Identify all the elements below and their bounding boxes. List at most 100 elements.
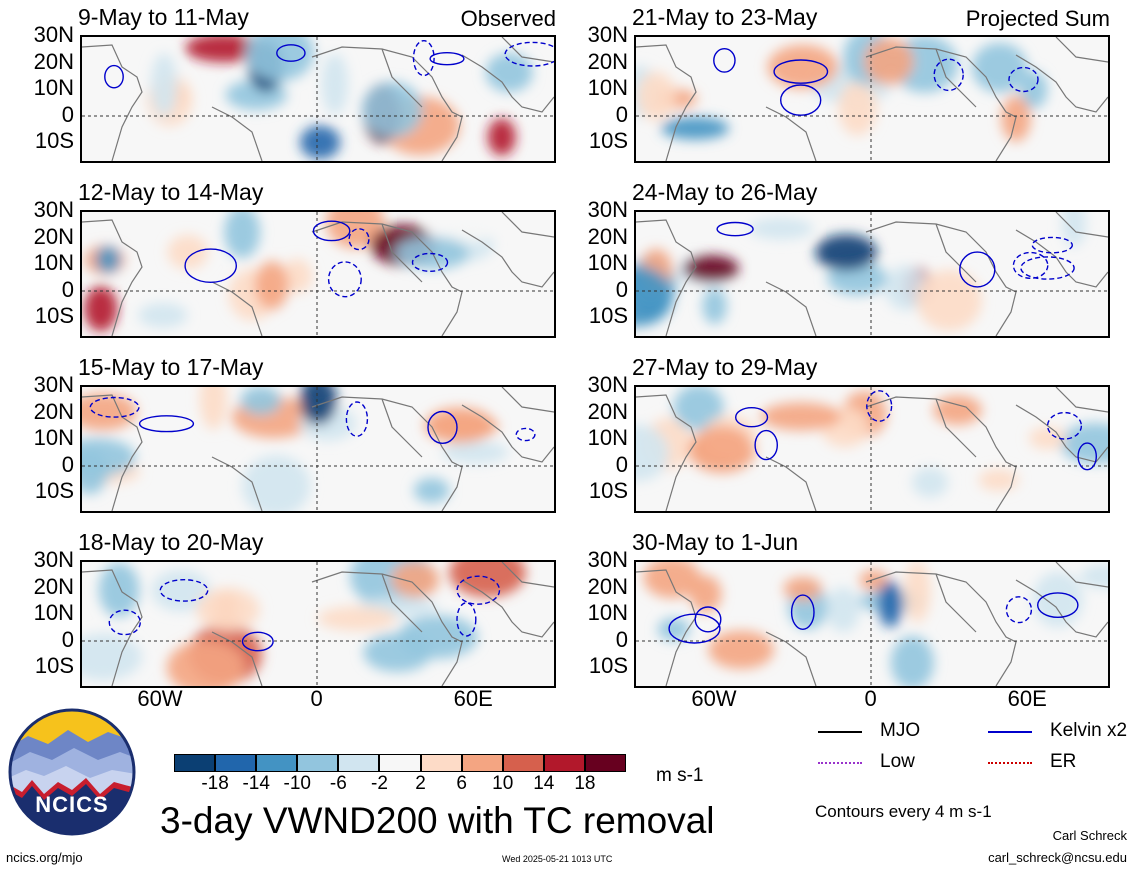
author-email: carl_schreck@ncsu.edu [988, 850, 1127, 865]
latitude-label: 10N [33, 600, 74, 625]
latitude-label: 10N [33, 425, 74, 450]
colorbar-tick-label: -18 [201, 773, 229, 794]
longitude-label: 60W [137, 686, 183, 711]
colorbar-swatch [502, 754, 544, 772]
panel-title: 30-May to 1-Jun [632, 529, 799, 555]
latitude-label: 0 [61, 451, 74, 477]
longitude-label: 0 [310, 686, 323, 711]
map-panel [634, 385, 1110, 513]
ncics-logo: NCICS [8, 708, 136, 836]
latitude-label: 10N [587, 425, 628, 450]
latitude-label: 20N [587, 573, 628, 599]
latitude-label: 20N [33, 398, 74, 424]
latitude-label: 30N [33, 197, 74, 222]
panel-title: 18-May to 20-May [78, 529, 264, 555]
map-panel [80, 210, 556, 338]
map-panel [634, 560, 1110, 688]
colorbar-tick-label: 2 [415, 773, 426, 794]
panel-corner-label: Observed [460, 6, 556, 31]
latitude-label: 0 [615, 626, 628, 652]
map-panel [634, 35, 1110, 163]
latitude-label: 30N [33, 547, 74, 572]
latitude-label: 10N [33, 250, 74, 275]
latitude-label: 10S [34, 478, 74, 503]
colorbar-tick-label: 10 [492, 773, 514, 794]
colorbar-tick-label: -6 [329, 773, 347, 794]
timestamp: Wed 2025-05-21 1013 UTC [502, 854, 613, 864]
panel-title: 21-May to 23-May [632, 4, 818, 30]
colorbar-tick-label: -14 [242, 773, 270, 794]
map-panel [80, 560, 556, 688]
latitude-label: 20N [33, 573, 74, 599]
latitude-label: 20N [33, 223, 74, 249]
latitude-label: 10N [587, 600, 628, 625]
panel-corner-label: Projected Sum [965, 6, 1110, 31]
longitude-label: 60W [691, 686, 737, 711]
panel-title: 27-May to 29-May [632, 354, 818, 380]
latitude-label: 0 [61, 276, 74, 302]
latitude-label: 20N [33, 48, 74, 74]
colorbar-swatch [420, 754, 462, 772]
latitude-label: 30N [587, 22, 628, 47]
colorbar-swatch [215, 754, 257, 772]
latitude-label: 0 [615, 276, 628, 302]
legend-label: Kelvin x2 [1050, 720, 1128, 741]
colorbar-swatch [338, 754, 380, 772]
latitude-label: 30N [33, 22, 74, 47]
colorbar-tick-label: 14 [533, 773, 555, 794]
logo-text: NCICS [35, 792, 109, 817]
colorbar-swatch [174, 754, 216, 772]
panel-title: 12-May to 14-May [78, 179, 264, 205]
map-panel [80, 35, 556, 163]
latitude-label: 20N [587, 398, 628, 424]
latitude-label: 10S [588, 128, 628, 153]
colorbar-tick-label: -2 [371, 773, 388, 794]
latitude-label: 20N [587, 48, 628, 74]
longitude-label: 60E [453, 686, 493, 711]
colorbar-tick-label: 6 [456, 773, 467, 794]
map-panel [634, 210, 1110, 338]
latitude-label: 10S [588, 303, 628, 328]
legend-line [818, 731, 862, 733]
legend-label: MJO [880, 720, 921, 741]
colorbar-swatch [543, 754, 585, 772]
longitude-label: 0 [864, 686, 877, 711]
main-title: 3-day VWND200 with TC removal [160, 800, 715, 841]
colorbar-swatch [256, 754, 298, 772]
latitude-label: 10N [33, 75, 74, 100]
colorbar-swatch [461, 754, 503, 772]
latitude-label: 10S [34, 303, 74, 328]
latitude-label: 30N [587, 197, 628, 222]
panel-title: 15-May to 17-May [78, 354, 264, 380]
author-name: Carl Schreck [1052, 828, 1127, 843]
colorbar-swatch [584, 754, 626, 772]
colorbar-units: m s-1 [656, 765, 704, 786]
latitude-label: 10S [34, 653, 74, 678]
latitude-label: 0 [61, 101, 74, 127]
legend-label: Low [880, 751, 915, 772]
latitude-label: 30N [587, 547, 628, 572]
latitude-label: 30N [587, 372, 628, 397]
colorbar [174, 754, 626, 772]
panel-title: 24-May to 26-May [632, 179, 818, 205]
longitude-label: 60E [1007, 686, 1047, 711]
latitude-label: 10S [588, 653, 628, 678]
latitude-label: 0 [615, 451, 628, 477]
legend-line [818, 762, 862, 764]
latitude-label: 0 [615, 101, 628, 127]
map-panel [80, 385, 556, 513]
url-text: ncics.org/mjo [6, 850, 83, 865]
latitude-label: 10N [587, 75, 628, 100]
legend-line [988, 762, 1032, 764]
latitude-label: 30N [33, 372, 74, 397]
legend-line [988, 731, 1032, 733]
latitude-label: 20N [587, 223, 628, 249]
colorbar-tick-label: 18 [574, 773, 596, 794]
latitude-label: 10S [34, 128, 74, 153]
colorbar-swatch [297, 754, 339, 772]
legend-label: ER [1050, 751, 1077, 772]
latitude-label: 10S [588, 478, 628, 503]
colorbar-swatch [379, 754, 421, 772]
latitude-label: 10N [587, 250, 628, 275]
colorbar-tick-label: -10 [283, 773, 311, 794]
